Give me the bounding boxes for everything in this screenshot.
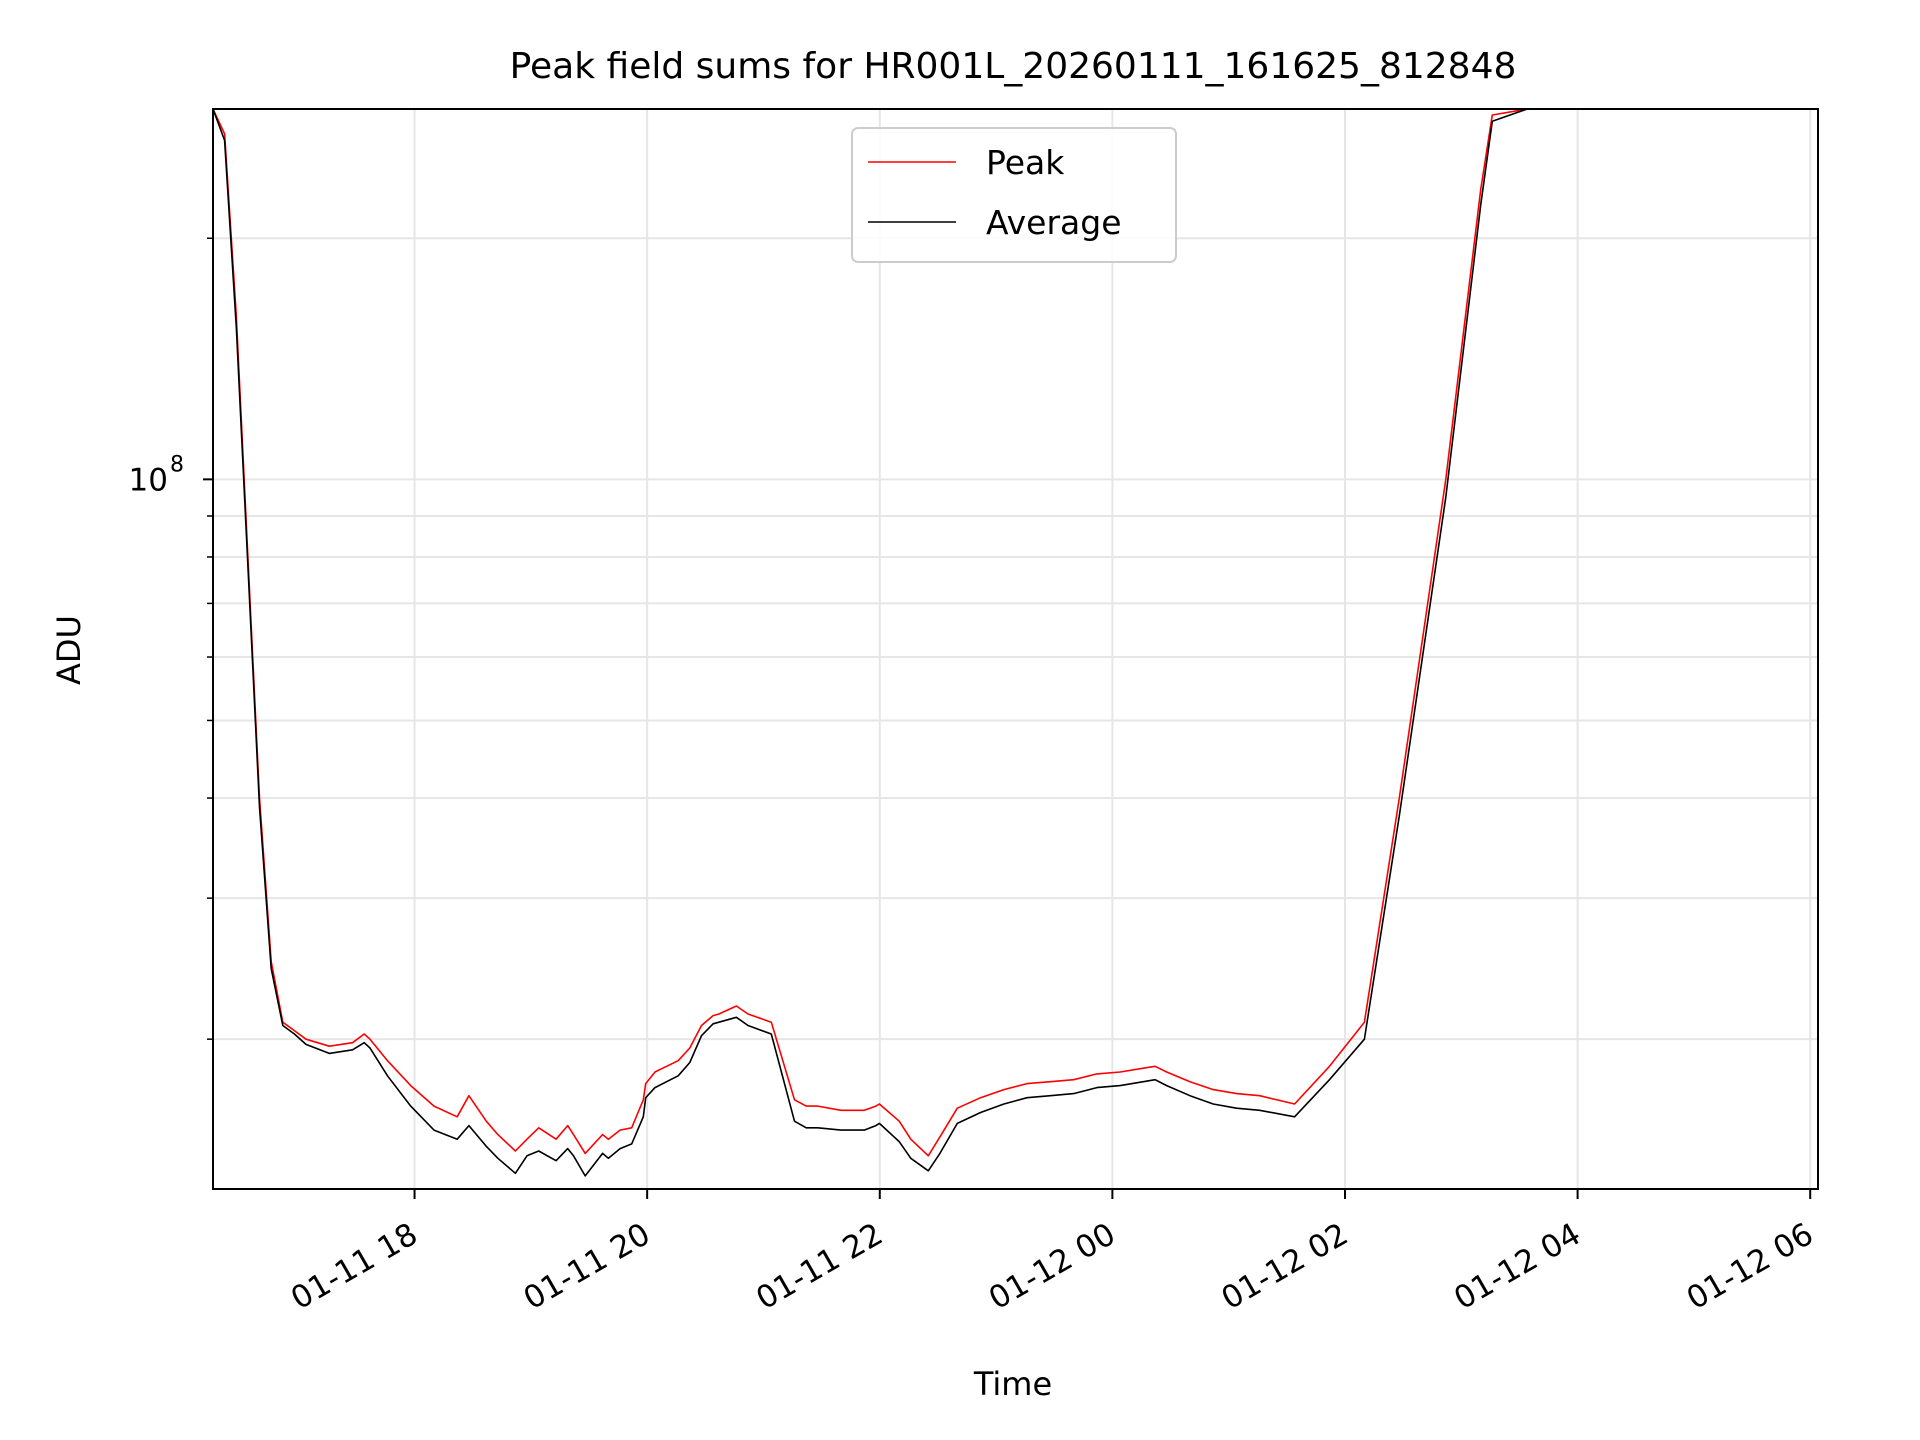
y-axis: 10 8 (129, 237, 213, 1040)
grid-lines (213, 109, 1818, 1189)
plot-frame (212, 108, 1819, 1190)
y-axis-label: ADU (50, 615, 88, 685)
legend-label-peak: Peak (986, 143, 1065, 182)
y-tick-label-base: 10 (129, 462, 168, 498)
legend: Peak Average (851, 127, 1177, 263)
legend-label-average: Average (986, 203, 1122, 242)
series-line-peak (213, 109, 1818, 1157)
series-line-average (213, 109, 1818, 1177)
chart-title: Peak field sums for HR001L_20260111_1616… (510, 46, 1517, 87)
x-axis-label: Time (973, 1365, 1052, 1403)
y-tick-label-exponent: 8 (170, 452, 184, 477)
series-layer (213, 109, 1818, 1177)
